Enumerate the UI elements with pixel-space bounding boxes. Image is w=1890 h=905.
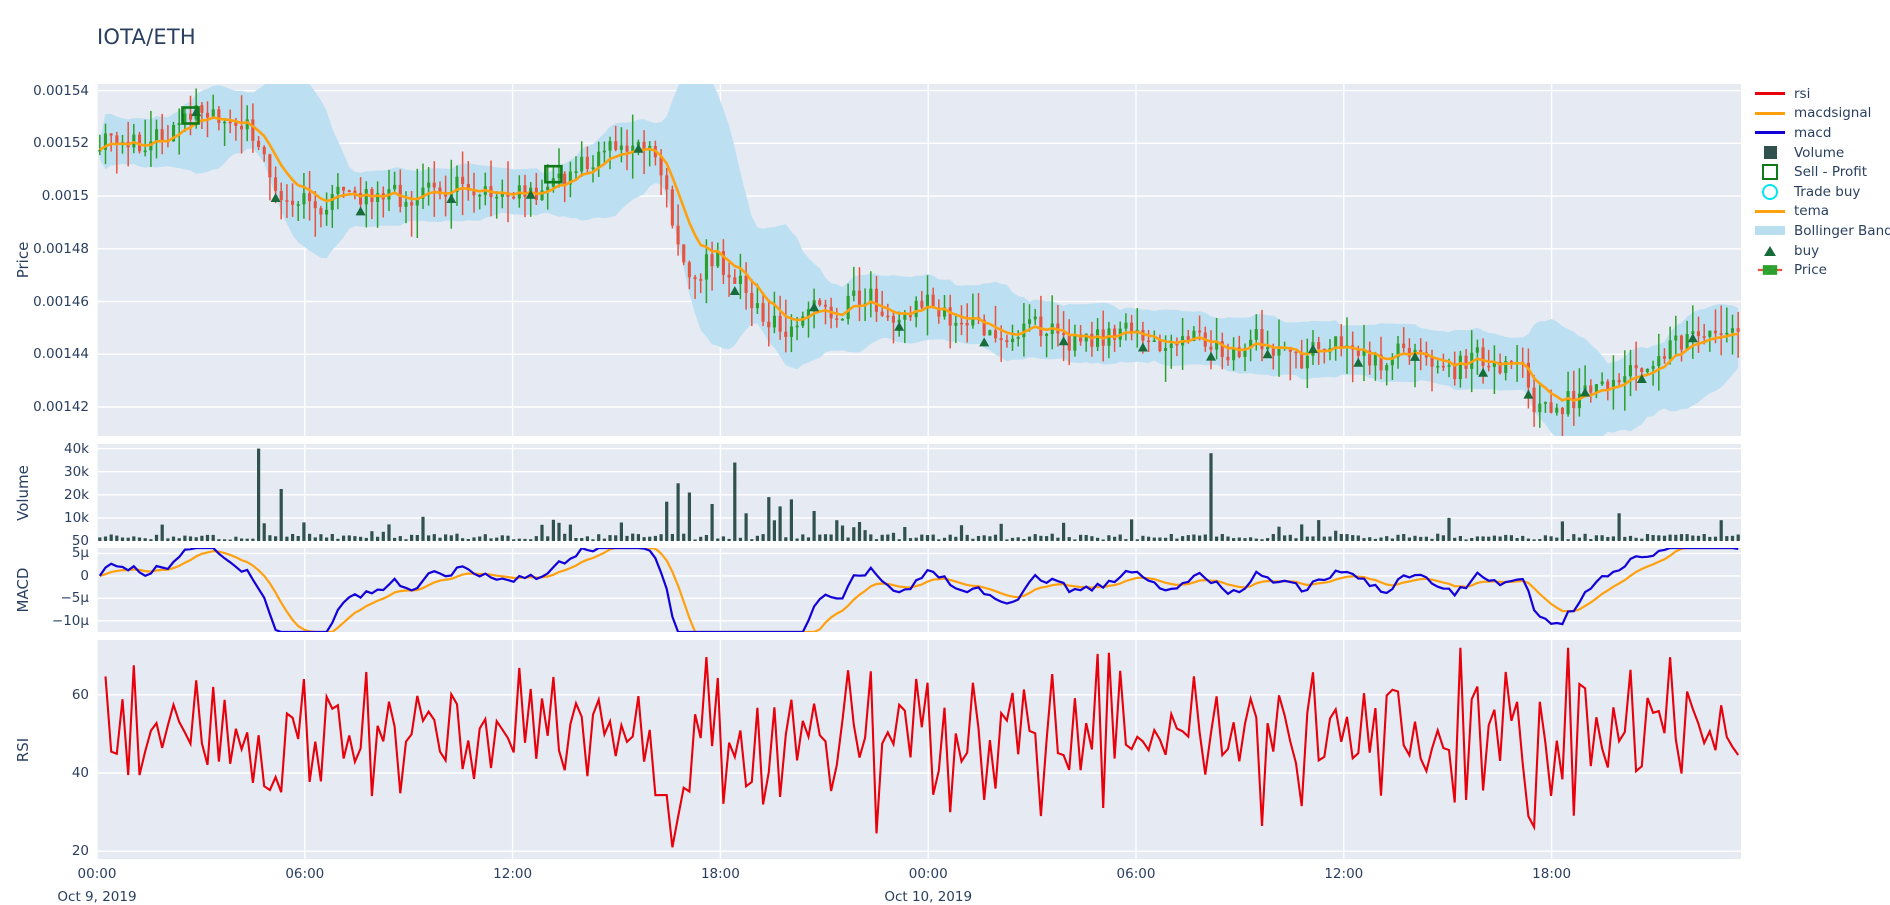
legend-item-label: rsi <box>1794 85 1811 102</box>
price-ytick: 0.00148 <box>33 240 89 257</box>
price-ytick: 0.0015 <box>41 188 89 205</box>
legend-item-volume[interactable]: Volume <box>1752 143 1890 163</box>
legend-item-buy[interactable]: buy <box>1752 241 1890 261</box>
volume-ytick: 40k <box>64 440 89 457</box>
band-swatch-icon <box>1752 221 1788 241</box>
volume-ytick: 10k <box>64 509 89 526</box>
rsi-panel[interactable] <box>97 640 1741 859</box>
macd-ytick: −10µ <box>51 612 89 629</box>
legend-item-price[interactable]: Price <box>1752 260 1890 280</box>
legend-item-rsi[interactable]: rsi <box>1752 84 1890 104</box>
x-tick-time: 18:00 <box>1532 866 1572 882</box>
volume-ytick: 20k <box>64 486 89 503</box>
price-ytick: 0.00142 <box>33 398 89 415</box>
rsi-ytick: 60 <box>71 686 89 703</box>
open-square-icon <box>1752 162 1788 182</box>
legend-item-trade-buy[interactable]: Trade buy <box>1752 182 1890 202</box>
chart-legend[interactable]: rsi macdsignal macd Volume Sell - Profit Trad… <box>1752 84 1890 280</box>
x-tick-time: 00:00 <box>908 866 948 882</box>
open-circle-icon <box>1752 182 1788 202</box>
line-swatch-icon <box>1752 104 1788 124</box>
legend-item-label: macdsignal <box>1794 105 1872 122</box>
macd-ytick: −5µ <box>60 590 90 607</box>
volume-panel[interactable] <box>97 444 1741 541</box>
price-panel[interactable] <box>97 84 1741 436</box>
legend-item-label: Price <box>1794 262 1827 279</box>
page-title: IOTA/ETH <box>97 25 196 49</box>
legend-item-label: tema <box>1794 203 1830 220</box>
legend-item-tema[interactable]: tema <box>1752 202 1890 222</box>
rsi-ytick: 20 <box>71 843 89 860</box>
legend-item-macd[interactable]: macd <box>1752 123 1890 143</box>
x-tick-time: 06:00 <box>1116 866 1156 882</box>
x-tick-date: Oct 9, 2019 <box>57 889 137 905</box>
price-ytick: 0.00144 <box>33 346 89 363</box>
line-swatch-icon <box>1752 123 1788 143</box>
candlestick-icon <box>1752 260 1788 280</box>
x-tick-time: 12:00 <box>493 866 533 882</box>
x-tick-time: 06:00 <box>285 866 325 882</box>
volume-ytick: 30k <box>64 463 89 480</box>
rsi-ytick: 40 <box>71 764 89 781</box>
legend-item-sell-profit[interactable]: Sell - Profit <box>1752 162 1890 182</box>
triangle-up-icon <box>1752 241 1788 261</box>
volume-ytick: 50 <box>71 532 89 549</box>
macd-ytick: 0 <box>80 567 89 584</box>
legend-item-label: Bollinger Band <box>1794 222 1890 239</box>
legend-item-bollinger-band[interactable]: Bollinger Band <box>1752 221 1890 241</box>
square-swatch-icon <box>1752 143 1788 163</box>
legend-item-label: buy <box>1794 242 1820 259</box>
legend-item-label: Trade buy <box>1794 183 1861 200</box>
line-swatch-icon <box>1752 202 1788 222</box>
legend-item-label: macd <box>1794 124 1832 141</box>
legend-item-label: Sell - Profit <box>1794 164 1868 181</box>
price-ytick: 0.00154 <box>33 82 89 99</box>
legend-item-macdsignal[interactable]: macdsignal <box>1752 104 1890 124</box>
x-tick-time: 12:00 <box>1324 866 1364 882</box>
x-tick-time: 00:00 <box>77 866 117 882</box>
macd-panel[interactable] <box>97 548 1741 632</box>
line-swatch-icon <box>1752 84 1788 104</box>
x-tick-time: 18:00 <box>700 866 740 882</box>
macd-ytick: 5µ <box>71 545 89 562</box>
x-tick-date: Oct 10, 2019 <box>884 889 973 905</box>
price-ytick: 0.00146 <box>33 293 89 310</box>
legend-item-label: Volume <box>1794 144 1845 161</box>
price-ytick: 0.00152 <box>33 135 89 152</box>
price-axis-title: Price <box>14 241 32 279</box>
